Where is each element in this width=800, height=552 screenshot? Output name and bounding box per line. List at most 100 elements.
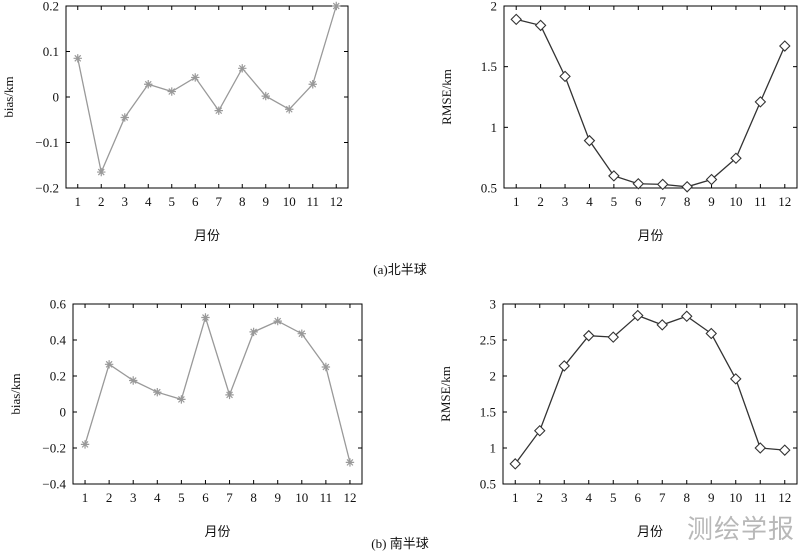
x-tick-label: 4 <box>145 194 152 209</box>
watermark: 测绘学报 <box>687 515 795 545</box>
x-axis-label: 月份 <box>637 524 663 539</box>
y-tick-label: −0.2 <box>35 181 59 196</box>
data-point <box>729 373 742 385</box>
data-point <box>144 80 153 89</box>
y-tick-label: 3 <box>490 297 497 312</box>
data-point <box>558 360 571 372</box>
y-tick-label: 0 <box>60 405 67 420</box>
data-point <box>129 376 138 385</box>
y-tick-label: 1 <box>491 120 498 135</box>
data-point <box>97 167 106 177</box>
data-point <box>120 113 129 122</box>
series-line <box>84 315 351 463</box>
data-point <box>345 458 355 467</box>
caption-southern-hemisphere: (b) 南半球 <box>371 536 428 551</box>
x-tick-label: 5 <box>178 490 185 505</box>
x-tick-label: 1 <box>75 194 82 209</box>
y-tick-label: 0.5 <box>480 477 496 492</box>
x-tick-label: 8 <box>684 194 691 209</box>
data-point <box>297 329 306 338</box>
x-tick-label: 1 <box>82 490 89 505</box>
plot-frame <box>65 5 349 189</box>
data-point <box>167 87 176 96</box>
plot-frame <box>503 5 798 189</box>
series-line <box>514 314 785 465</box>
y-axis-label: RMSE/km <box>439 69 454 125</box>
data-point <box>632 177 645 190</box>
data-point <box>730 152 742 165</box>
x-tick-label: 12 <box>330 194 343 209</box>
y-tick-label: 0.6 <box>50 297 67 312</box>
x-tick-label: 6 <box>635 194 642 209</box>
x-tick-label: 6 <box>192 194 199 209</box>
data-point <box>705 327 718 340</box>
data-point <box>238 64 247 73</box>
x-tick-label: 12 <box>343 490 356 505</box>
x-tick-label: 10 <box>283 194 296 209</box>
data-point <box>332 1 341 11</box>
data-point <box>285 105 294 114</box>
x-tick-label: 1 <box>513 194 520 209</box>
x-tick-label: 2 <box>537 194 544 209</box>
data-point <box>559 70 571 83</box>
y-tick-label: 2 <box>491 0 498 14</box>
data-point <box>582 329 595 342</box>
series-line <box>516 18 786 188</box>
x-tick-label: 7 <box>226 490 233 505</box>
x-tick-label: 10 <box>729 490 742 505</box>
x-axis-label: 月份 <box>194 228 220 243</box>
plot-frame <box>72 303 363 485</box>
plot-frame <box>502 303 798 485</box>
x-tick-label: 3 <box>130 490 137 505</box>
x-tick-label: 9 <box>274 490 281 505</box>
x-tick-label: 11 <box>754 490 767 505</box>
y-tick-label: 0 <box>53 90 60 105</box>
x-tick-label: 11 <box>754 194 767 209</box>
x-tick-label: 3 <box>122 194 129 209</box>
x-tick-label: 5 <box>611 194 618 209</box>
data-point <box>214 106 223 115</box>
data-point <box>608 170 620 182</box>
data-point <box>308 80 317 89</box>
data-point <box>104 360 114 369</box>
y-tick-label: −0.1 <box>35 135 59 150</box>
data-point <box>80 440 90 449</box>
x-tick-label: 4 <box>586 490 593 505</box>
data-point <box>778 444 791 456</box>
data-point <box>680 310 693 323</box>
data-point <box>510 13 522 26</box>
data-point <box>191 73 200 82</box>
data-point <box>321 362 331 372</box>
data-point <box>631 309 644 322</box>
x-tick-label: 10 <box>295 490 308 505</box>
y-tick-label: −0.4 <box>42 477 66 492</box>
x-tick-label: 7 <box>216 194 223 209</box>
data-point <box>533 424 546 437</box>
x-tick-label: 2 <box>537 490 544 505</box>
y-axis-label: bias/km <box>8 373 23 414</box>
y-tick-label: 1.5 <box>481 59 497 74</box>
x-tick-label: 5 <box>169 194 176 209</box>
x-tick-label: 7 <box>659 490 666 505</box>
x-tick-label: 1 <box>512 490 519 505</box>
data-point <box>509 458 522 470</box>
x-tick-label: 9 <box>708 194 715 209</box>
y-tick-label: 0.2 <box>50 369 66 384</box>
data-point <box>656 319 669 331</box>
x-tick-label: 3 <box>562 194 569 209</box>
data-point <box>656 178 669 191</box>
x-tick-label: 4 <box>586 194 593 209</box>
data-point <box>273 316 282 326</box>
data-point <box>754 442 767 454</box>
data-point <box>261 91 270 101</box>
data-point <box>73 54 82 63</box>
chart-b-bias: 1 2 3 4 5 6 7 8 9 10 11 12−0.4−0.200.20.40.6月份bias/… <box>8 297 363 539</box>
data-point <box>681 181 693 193</box>
x-tick-label: 2 <box>106 490 113 505</box>
data-point <box>754 96 767 108</box>
x-tick-label: 2 <box>98 194 105 209</box>
y-axis-label: RMSE/km <box>438 366 453 422</box>
x-tick-label: 8 <box>239 194 246 209</box>
x-tick-label: 7 <box>659 194 666 209</box>
